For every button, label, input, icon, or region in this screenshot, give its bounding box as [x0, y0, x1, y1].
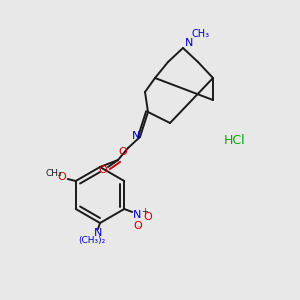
Text: N: N — [132, 131, 140, 141]
Text: CH₃: CH₃ — [45, 169, 62, 178]
Text: O: O — [134, 221, 142, 231]
Text: N: N — [133, 210, 141, 220]
Text: CH₃: CH₃ — [192, 29, 210, 39]
Text: HCl: HCl — [224, 134, 246, 146]
Text: N: N — [94, 228, 102, 238]
Text: O: O — [57, 172, 66, 182]
Text: N: N — [185, 38, 193, 48]
Text: O: O — [99, 165, 107, 175]
Text: ⁻: ⁻ — [136, 224, 140, 232]
Text: +: + — [141, 206, 148, 215]
Text: (CH₃)₂: (CH₃)₂ — [78, 236, 106, 244]
Text: O: O — [118, 147, 127, 157]
Text: O: O — [144, 212, 153, 222]
